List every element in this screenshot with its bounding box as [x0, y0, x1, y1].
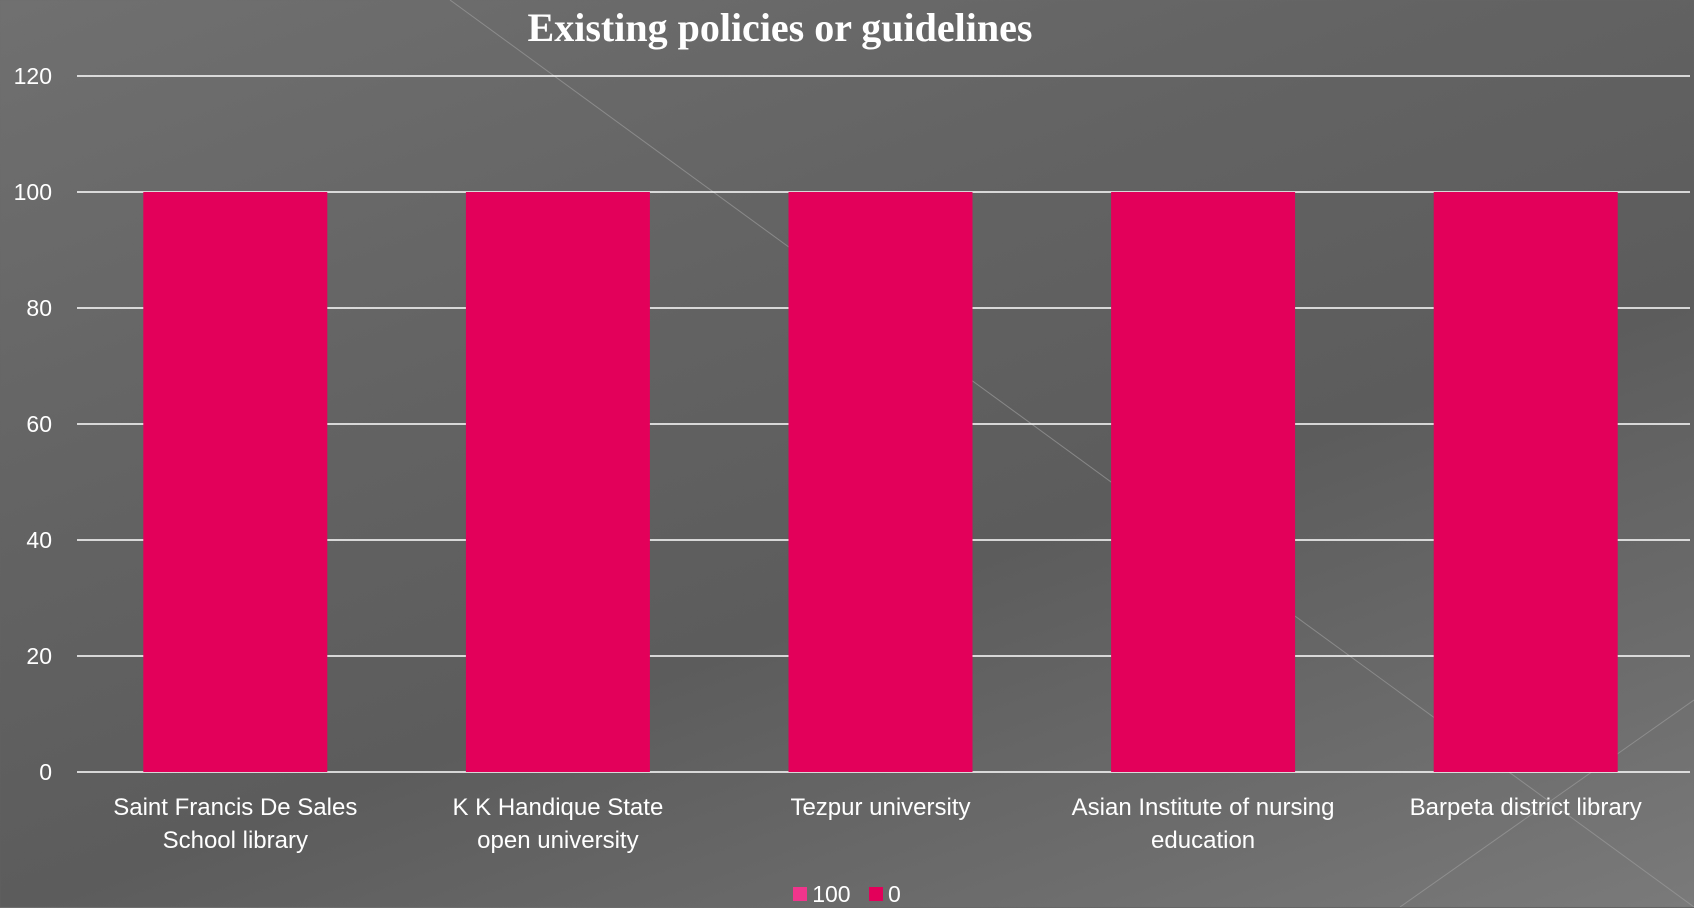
- bars: [143, 192, 1618, 772]
- legend: 100 0: [0, 880, 1694, 908]
- y-tick-label: 20: [26, 643, 52, 669]
- x-axis-labels: Saint Francis De Sales School library K K …: [113, 794, 1641, 854]
- bar: [143, 192, 328, 772]
- y-tick-label: 40: [26, 527, 52, 553]
- x-tick-label: Tezpur university: [790, 794, 970, 821]
- legend-swatch: [868, 887, 883, 901]
- bar: [465, 192, 650, 772]
- legend-item-series-1: 100: [793, 880, 851, 908]
- bar: [1433, 192, 1618, 772]
- legend-label: 100: [812, 880, 851, 907]
- y-tick-label: 80: [26, 295, 52, 321]
- chart-title: Existing policies or guidelines: [527, 5, 1033, 50]
- legend-item-series-2: 0: [868, 880, 901, 908]
- x-tick-label: School library: [163, 827, 308, 854]
- legend-label: 0: [887, 880, 901, 907]
- x-tick-label: Barpeta district library: [1410, 794, 1642, 821]
- y-axis-ticks: 0 20 40 60 80 100 120: [14, 63, 52, 785]
- x-tick-label: education: [1151, 827, 1255, 854]
- bar: [1111, 192, 1296, 772]
- y-tick-label: 100: [14, 179, 52, 205]
- bar: [788, 192, 973, 772]
- x-tick-label: Saint Francis De Sales: [113, 794, 357, 821]
- x-tick-label: K K Handique State: [452, 794, 663, 821]
- x-tick-label: open university: [477, 827, 638, 854]
- y-tick-label: 0: [39, 759, 52, 785]
- legend-swatch: [793, 887, 808, 901]
- y-tick-label: 120: [14, 63, 52, 89]
- x-tick-label: Asian Institute of nursing: [1072, 794, 1335, 821]
- y-tick-label: 60: [26, 411, 52, 437]
